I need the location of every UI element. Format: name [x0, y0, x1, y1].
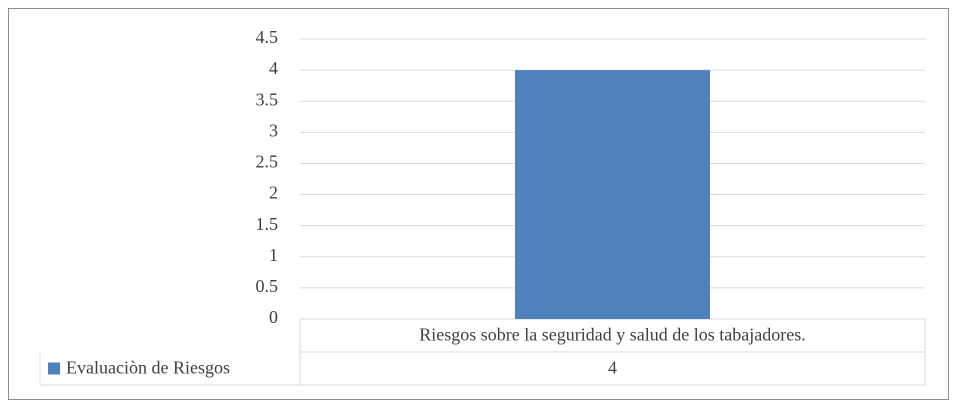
y-tick-label: 2.5: [256, 152, 279, 172]
legend-label: Evaluaciòn de Riesgos: [66, 358, 230, 378]
x-tick-label: Riesgos sobre la seguridad y salud de lo…: [419, 325, 805, 345]
y-tick-label: 3: [269, 120, 278, 140]
y-tick-label: 1: [269, 245, 278, 265]
y-tick-label: 4.5: [256, 27, 279, 47]
table-value: 4: [608, 358, 617, 378]
y-tick-label: 3.5: [256, 89, 279, 109]
bar: [515, 70, 710, 319]
y-tick-label: 2: [269, 183, 278, 203]
y-tick-label: 0.5: [256, 276, 279, 296]
y-tick-label: 0: [269, 307, 278, 327]
y-tick-label: 4: [269, 58, 278, 78]
y-tick-label: 1.5: [256, 214, 279, 234]
chart-border: [8, 8, 949, 400]
legend-key: [48, 362, 60, 375]
